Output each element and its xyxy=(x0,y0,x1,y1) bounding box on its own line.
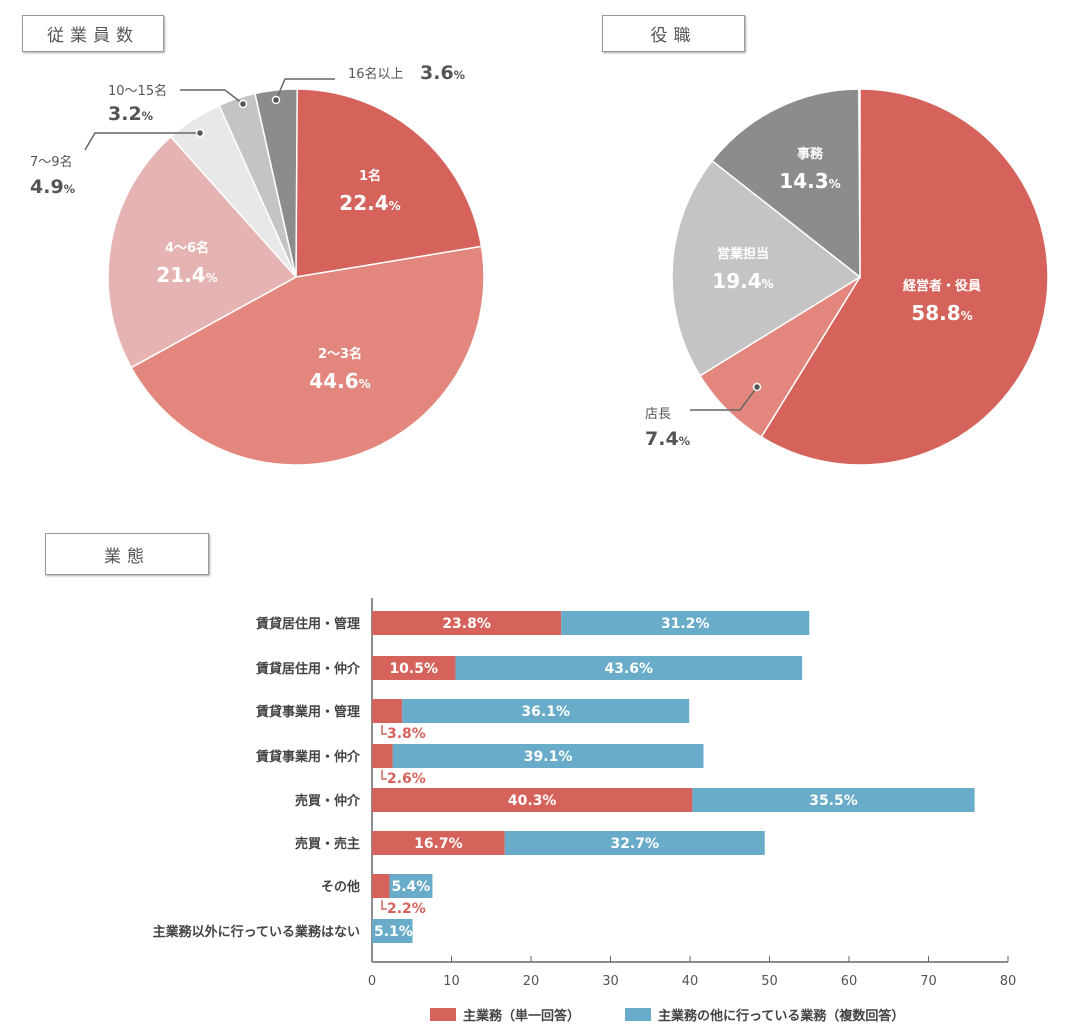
slice-label: 1名 xyxy=(359,168,381,184)
slice-label: 16名以上 xyxy=(348,66,404,82)
x-tick-label: 20 xyxy=(523,974,540,989)
bar-additional xyxy=(389,874,433,898)
legend-label: 主業務（単一回答） xyxy=(463,1008,580,1024)
leader-line xyxy=(180,89,244,105)
pie-slice xyxy=(295,88,483,278)
x-tick-label: 40 xyxy=(682,974,699,989)
legend-swatch xyxy=(625,1008,651,1021)
slice-label: 10〜15名 xyxy=(108,83,167,99)
leader-dot xyxy=(752,382,762,392)
leader-line xyxy=(275,78,335,101)
bar-main xyxy=(372,744,393,768)
data-label: 5.1% xyxy=(374,924,413,940)
slice-label: 事務 xyxy=(797,146,824,162)
data-label: 3.8% xyxy=(387,726,426,742)
category-label: 賃貸事業用・管理 xyxy=(255,704,360,720)
section-title-role: 役職 xyxy=(602,15,745,52)
slice-value: 4.9% xyxy=(30,176,76,198)
callout-line xyxy=(381,900,387,910)
leader-line xyxy=(84,132,200,151)
x-tick-label: 50 xyxy=(761,974,778,989)
bar-main xyxy=(372,611,562,635)
bar-additional xyxy=(392,744,704,768)
slice-value: 19.4% xyxy=(712,269,773,293)
slice-value: 7.4% xyxy=(645,428,691,450)
bar-additional xyxy=(372,919,413,943)
leader-dot xyxy=(271,95,281,105)
data-label: 39.1% xyxy=(524,749,573,765)
category-label: 売買・売主 xyxy=(295,836,360,852)
callout-line xyxy=(381,770,387,780)
pie-slice xyxy=(130,245,485,466)
data-label: 32.7% xyxy=(610,836,659,852)
slice-value: 3.6% xyxy=(420,62,466,84)
bar-main xyxy=(372,831,505,855)
pie-slice xyxy=(671,159,862,377)
category-label: 賃貸居住用・仲介 xyxy=(255,661,361,677)
category-label: その他 xyxy=(321,879,360,895)
bar-additional xyxy=(504,831,765,855)
data-label: 23.8% xyxy=(442,616,491,632)
slice-label: 店長 xyxy=(645,407,671,422)
legend-swatch xyxy=(430,1008,456,1021)
x-tick-label: 0 xyxy=(368,974,376,989)
data-label: 16.7% xyxy=(414,836,463,852)
bar-main xyxy=(372,656,456,680)
data-label: 2.6% xyxy=(387,771,426,787)
pie-slice xyxy=(254,88,298,278)
data-label: 5.4% xyxy=(391,879,430,895)
slice-value: 3.2% xyxy=(108,103,154,125)
x-tick-label: 70 xyxy=(920,974,937,989)
callout-line xyxy=(381,725,387,735)
bar-main xyxy=(372,874,390,898)
data-label: 40.3% xyxy=(508,793,557,809)
slice-label: 経営者・役員 xyxy=(903,278,981,294)
bar-additional xyxy=(692,788,975,812)
pie-slice xyxy=(711,88,861,279)
data-label: 36.1% xyxy=(521,704,570,720)
x-tick-label: 10 xyxy=(443,974,460,989)
pie-slice xyxy=(760,88,1049,466)
leader-dot xyxy=(238,99,248,109)
x-tick-label: 30 xyxy=(602,974,619,989)
slice-label: 4〜6名 xyxy=(165,240,209,256)
section-title-employees: 従業員数 xyxy=(22,15,164,52)
bar-main xyxy=(372,788,693,812)
bar-main xyxy=(372,699,403,723)
data-label: 31.2% xyxy=(661,616,710,632)
legend-label: 主業務の他に行っている業務（複数回答） xyxy=(658,1008,904,1024)
data-label: 2.2% xyxy=(387,901,426,917)
x-tick-label: 60 xyxy=(841,974,858,989)
bar-additional xyxy=(455,656,803,680)
section-title-business: 業態 xyxy=(45,533,209,575)
leader-dot xyxy=(195,128,205,138)
category-label: 賃貸事業用・仲介 xyxy=(255,749,361,765)
slice-label: 2〜3名 xyxy=(318,346,362,362)
leader-line xyxy=(690,386,758,411)
bar-additional xyxy=(402,699,690,723)
pie-slice xyxy=(107,135,298,369)
data-label: 10.5% xyxy=(389,661,438,677)
slice-label: 7〜9名 xyxy=(30,154,73,170)
category-label: 賃貸居住用・管理 xyxy=(255,616,360,632)
x-tick-label: 80 xyxy=(1000,974,1017,989)
slice-label: 営業担当 xyxy=(717,246,769,262)
category-label: 主業務以外に行っている業務はない xyxy=(153,924,360,940)
data-label: 35.5% xyxy=(809,793,858,809)
data-label: 43.6% xyxy=(604,661,653,677)
category-label: 売買・仲介 xyxy=(295,793,361,809)
bar-additional xyxy=(561,611,810,635)
